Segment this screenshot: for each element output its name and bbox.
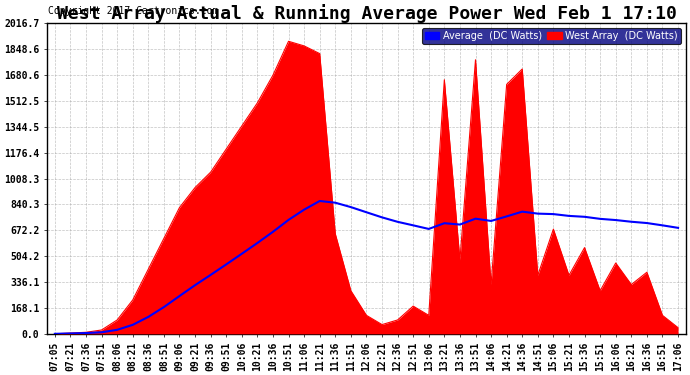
Legend: Average  (DC Watts), West Array  (DC Watts): Average (DC Watts), West Array (DC Watts… <box>422 28 681 44</box>
Text: Copyright 2017 Cartronics.com: Copyright 2017 Cartronics.com <box>48 6 218 15</box>
Title: West Array Actual & Running Average Power Wed Feb 1 17:10: West Array Actual & Running Average Powe… <box>57 4 676 23</box>
